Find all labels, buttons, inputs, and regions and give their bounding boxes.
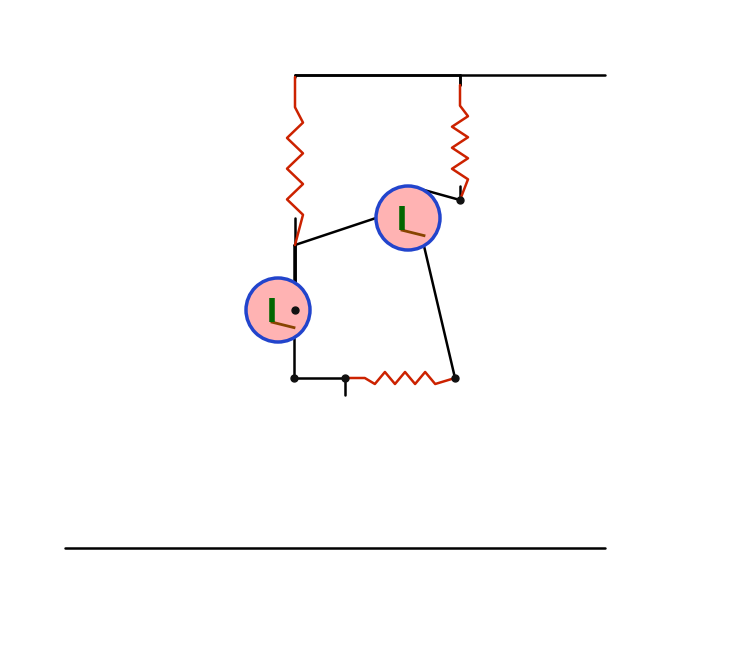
Circle shape [246,278,310,342]
Circle shape [376,186,440,250]
